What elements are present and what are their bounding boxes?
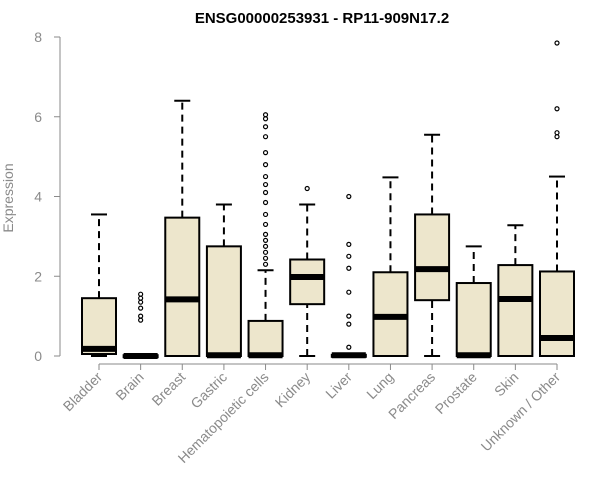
- iqr-box: [455, 282, 492, 357]
- outlier-point: [262, 231, 269, 237]
- box-brain: [122, 291, 159, 359]
- box-skin: [497, 224, 534, 357]
- outlier-point: [346, 313, 352, 319]
- outlier-point: [138, 291, 144, 297]
- outlier-point: [262, 261, 269, 267]
- iqr-box: [81, 297, 117, 356]
- outlier-point: [262, 181, 269, 188]
- outlier-point: [262, 189, 269, 196]
- y-tick-label: 8: [34, 29, 42, 45]
- box-prostate: [455, 245, 492, 359]
- y-axis: 0 2 4 6 8: [34, 29, 61, 364]
- x-tick-label: Breast: [148, 369, 188, 409]
- boxes-group: [81, 40, 575, 359]
- outlier-point: [346, 265, 352, 271]
- outlier-point: [346, 289, 352, 295]
- outlier-point: [346, 241, 352, 247]
- iqr-box: [205, 245, 242, 357]
- y-axis-label: Expression: [0, 163, 16, 232]
- outlier-point: [262, 150, 269, 156]
- iqr-box: [497, 264, 534, 357]
- outlier-point: [262, 221, 269, 228]
- outlier-point: [262, 199, 269, 206]
- outlier-point: [346, 321, 352, 327]
- outlier-point: [262, 255, 269, 261]
- iqr-box: [289, 258, 326, 306]
- box-bladder: [81, 213, 117, 357]
- outlier-point: [262, 211, 269, 218]
- y-tick-label: 4: [34, 189, 42, 205]
- outlier-point: [554, 106, 560, 112]
- iqr-box: [414, 213, 451, 302]
- outlier-point: [304, 185, 310, 192]
- box-kidney: [289, 185, 326, 357]
- chart-title: ENSG00000253931 - RP11-909N17.2: [195, 10, 449, 27]
- outlier-point: [138, 305, 144, 311]
- box-breast: [164, 99, 201, 357]
- x-tick-label: Bladder: [60, 369, 106, 415]
- y-tick-label: 2: [34, 268, 42, 284]
- outlier-point: [262, 112, 269, 118]
- x-tick-label: Prostate: [432, 369, 480, 417]
- outlier-point: [346, 344, 352, 350]
- box-unknown-other: [539, 40, 575, 357]
- outlier-point: [346, 193, 352, 200]
- box-hematopoietic-cells: [247, 112, 284, 359]
- outlier-point: [262, 134, 269, 140]
- outlier-point: [346, 253, 352, 259]
- box-pancreas: [414, 133, 451, 357]
- outlier-point: [262, 173, 269, 180]
- outlier-point: [262, 243, 269, 249]
- x-tick-label: Liver: [322, 369, 355, 402]
- iqr-box: [247, 319, 284, 358]
- x-tick-label: Brain: [112, 369, 146, 403]
- outlier-point: [554, 40, 560, 46]
- y-tick-label: 6: [34, 109, 42, 125]
- box-gastric: [205, 203, 242, 359]
- x-tick-label: Unknown / Other: [478, 369, 564, 455]
- box-lung: [372, 176, 409, 358]
- x-tick-label: Lung: [363, 369, 396, 402]
- iqr-box: [164, 216, 201, 357]
- outlier-point: [138, 313, 144, 319]
- outlier-point: [262, 249, 269, 255]
- outlier-point: [262, 162, 269, 168]
- outlier-point: [554, 130, 560, 136]
- x-tick-label: Skin: [491, 369, 522, 400]
- iqr-box: [539, 270, 575, 357]
- x-tick-label: Kidney: [272, 369, 314, 411]
- y-tick-label: 0: [34, 348, 42, 364]
- box-liver: [330, 193, 367, 359]
- outlier-point: [262, 124, 269, 130]
- outlier-point: [262, 237, 269, 243]
